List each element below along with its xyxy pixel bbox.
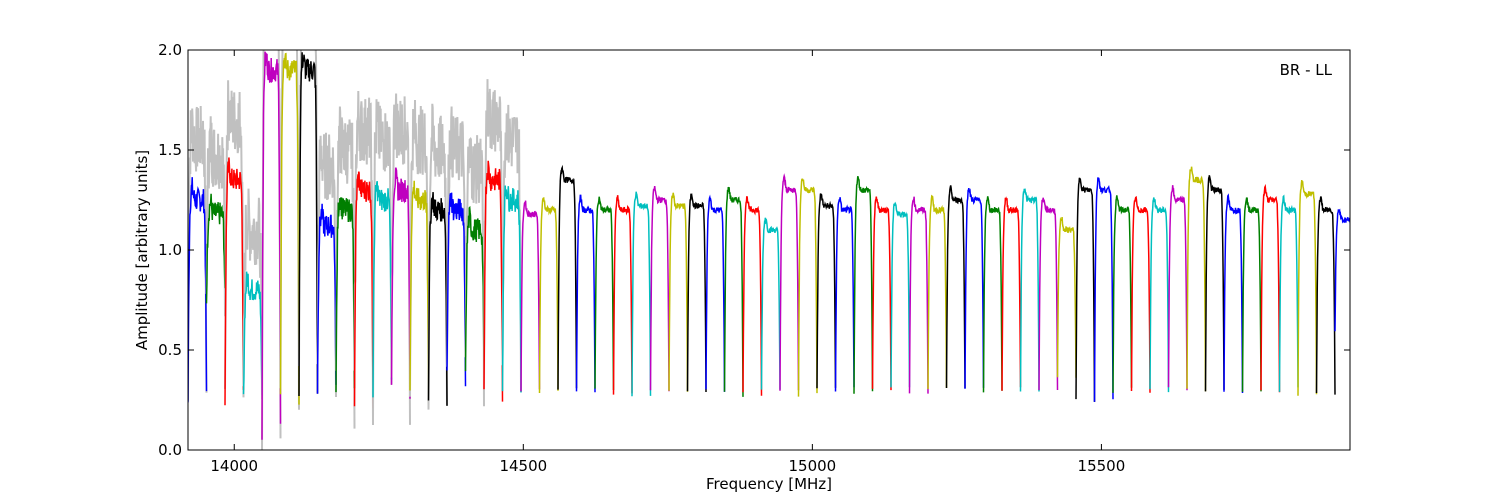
y-tick-label: 2.0 <box>158 41 182 59</box>
background-trace <box>372 99 393 417</box>
channel-trace <box>409 180 430 406</box>
channel-trace <box>372 180 393 398</box>
channel-trace <box>871 196 892 391</box>
background-trace <box>335 106 356 429</box>
channel-trace <box>298 52 319 397</box>
channel-trace <box>1167 185 1188 391</box>
y-tick-label: 0.0 <box>158 441 182 459</box>
background-trace <box>353 90 374 426</box>
channel-trace <box>816 193 837 389</box>
y-axis-ticks: 0.0 0.5 1.0 1.5 2.0 <box>158 41 1350 459</box>
channel-trace <box>686 193 707 393</box>
channel-trace <box>742 196 763 396</box>
channel-trace <box>1241 197 1262 392</box>
channel-trace <box>649 186 670 392</box>
background-trace <box>224 80 245 398</box>
background-trace <box>188 105 208 401</box>
channel-trace <box>723 186 744 397</box>
series-layer <box>188 50 1350 450</box>
channel-trace <box>1297 180 1318 396</box>
channel-trace <box>501 185 522 393</box>
channel-trace <box>464 205 485 383</box>
channel-trace <box>205 193 226 304</box>
channel-trace <box>908 196 929 394</box>
channel-trace <box>242 271 263 396</box>
y-tick-label: 1.5 <box>158 141 182 159</box>
background-trace <box>501 104 522 393</box>
channel-trace <box>1038 197 1059 391</box>
background-trace <box>483 79 504 384</box>
channel-trace <box>538 196 559 394</box>
plot-annotation: BR - LL <box>1280 61 1333 79</box>
channel-trace <box>1056 216 1077 378</box>
x-tick-label: 15000 <box>788 457 836 475</box>
channel-trace <box>890 201 911 388</box>
background-trace <box>205 116 226 317</box>
background-trace <box>390 93 411 425</box>
y-tick-label: 0.5 <box>158 341 182 359</box>
channel-trace <box>668 192 689 392</box>
channel-trace <box>446 192 467 387</box>
background-trace <box>316 132 337 398</box>
background-trace <box>409 99 430 402</box>
channel-trace <box>797 178 818 397</box>
background-trace <box>446 106 467 367</box>
x-axis-label: Frequency [MHz] <box>706 475 832 493</box>
channel-trace <box>1112 195 1133 393</box>
channel-trace <box>188 177 208 403</box>
channel-trace <box>224 157 245 406</box>
channel-trace <box>779 173 800 391</box>
channel-trace <box>1223 193 1244 394</box>
channel-trace <box>1260 183 1281 393</box>
channel-trace <box>520 200 541 392</box>
channel-trace <box>982 196 1003 393</box>
channel-trace <box>1149 197 1170 393</box>
x-tick-label: 14500 <box>499 457 547 475</box>
channel-trace <box>1075 177 1096 402</box>
x-tick-label: 14000 <box>210 457 258 475</box>
channel-trace <box>353 171 374 409</box>
channel-trace <box>1186 166 1207 392</box>
channel-trace <box>760 217 781 390</box>
channel-trace <box>1315 196 1336 395</box>
channel-trace <box>1130 195 1151 393</box>
channel-trace <box>631 191 652 397</box>
channel-trace <box>853 176 874 394</box>
background-trace <box>242 188 263 400</box>
channel-trace <box>575 194 596 393</box>
channel-trace <box>1204 175 1225 392</box>
channel-trace <box>483 160 504 402</box>
channel-trace <box>1019 188 1040 392</box>
channel-trace <box>1001 196 1022 391</box>
channel-trace <box>834 197 855 392</box>
channel-trace <box>705 194 726 392</box>
channel-trace <box>1278 194 1299 392</box>
channel-trace <box>316 203 337 394</box>
background-trace <box>464 135 485 407</box>
channel-trace <box>945 185 966 389</box>
x-tick-label: 15500 <box>1078 457 1126 475</box>
channel-trace <box>594 196 615 391</box>
background-trace <box>427 103 448 410</box>
channel-trace <box>390 167 411 399</box>
channel-trace <box>261 51 282 440</box>
channel-trace <box>279 52 300 405</box>
y-tick-label: 1.0 <box>158 241 182 259</box>
channel-trace <box>427 192 448 406</box>
channel-trace <box>1334 208 1350 332</box>
channel-trace <box>964 187 985 389</box>
channel-trace <box>612 195 633 395</box>
channel-trace <box>335 197 356 393</box>
channel-trace <box>557 164 578 390</box>
channel-trace <box>927 194 948 390</box>
channel-trace <box>1093 177 1114 402</box>
y-axis-label: Amplitude [arbitrary units] <box>133 150 151 350</box>
x-axis-ticks: 14000 14500 15000 15500 <box>210 50 1125 475</box>
